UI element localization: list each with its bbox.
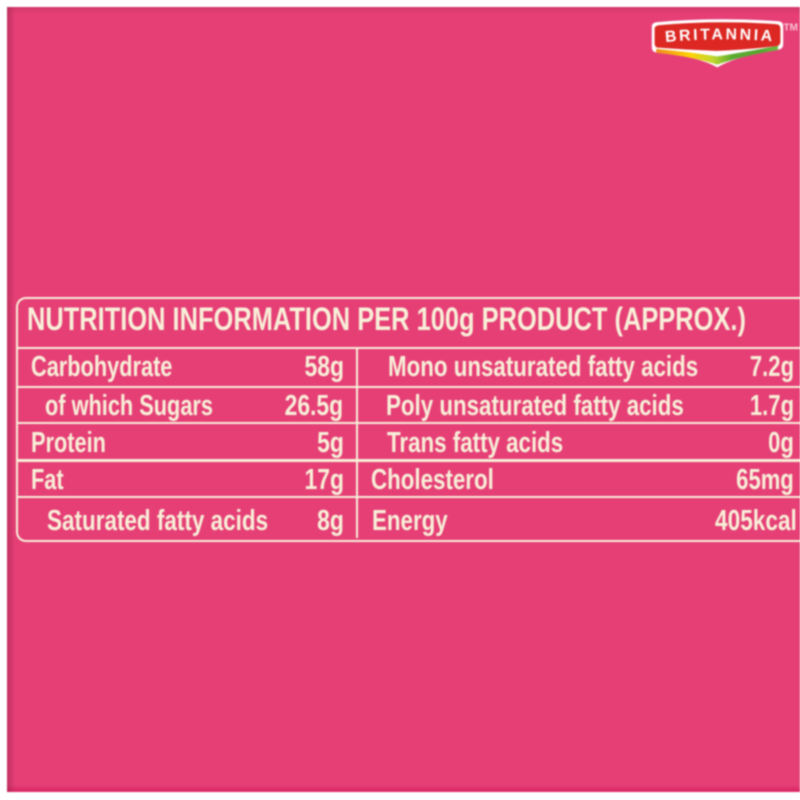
svg-text:TM: TM: [784, 23, 798, 34]
svg-text:BRITANNIA: BRITANNIA: [664, 26, 775, 46]
